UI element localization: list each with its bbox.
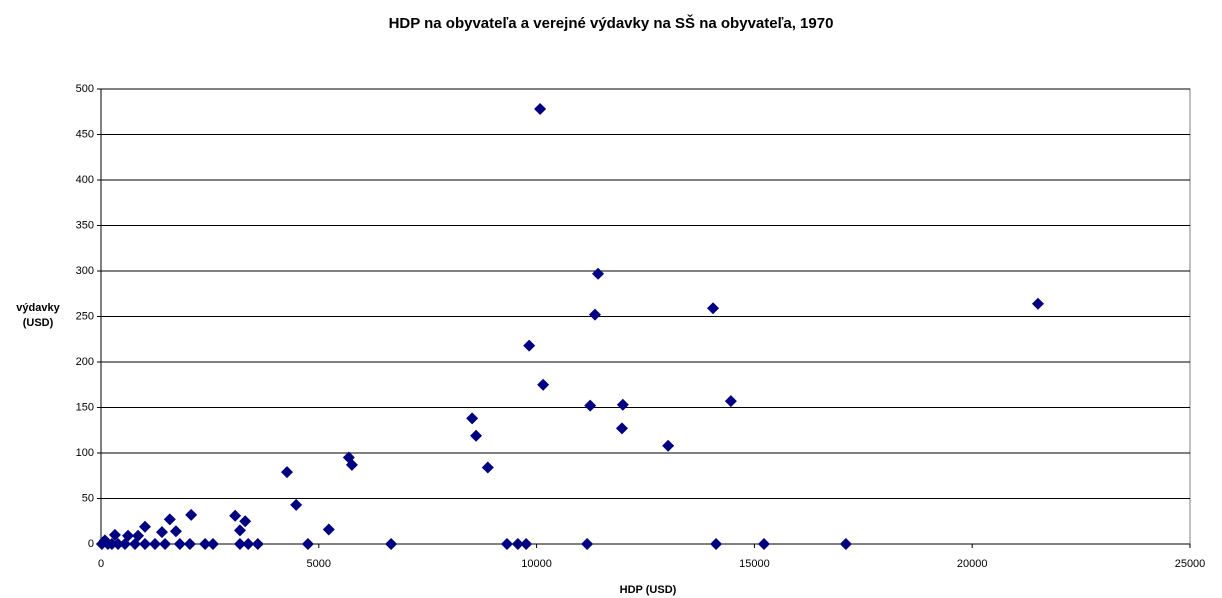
y-tick-label: 300 (76, 265, 94, 277)
y-tick-label: 500 (76, 83, 94, 95)
x-tick-label: 0 (98, 558, 104, 570)
point (301, 538, 314, 550)
point (707, 302, 720, 315)
point (511, 538, 524, 550)
y-tick-label: 250 (76, 310, 94, 322)
point (169, 525, 182, 538)
point (159, 538, 172, 550)
point (385, 538, 398, 550)
chart-title: HDP na obyvateľa a verejné výdavky na SŠ… (389, 14, 834, 32)
point (233, 538, 246, 550)
point (239, 515, 252, 528)
point (138, 520, 151, 533)
y-tick-label: 0 (88, 538, 94, 550)
point (839, 538, 852, 550)
y-tick-label: 400 (76, 174, 94, 186)
point (206, 538, 219, 550)
point (183, 538, 196, 550)
y-tick-label: 350 (76, 219, 94, 231)
x-axis-label: HDP (USD) (620, 584, 677, 596)
point (185, 508, 198, 521)
point (199, 538, 212, 550)
point (233, 524, 246, 537)
y-tick-label: 200 (76, 356, 94, 368)
y-tick-label: 100 (76, 447, 94, 459)
y-axis-label: výdavky (16, 302, 60, 314)
y-tick-label: 50 (82, 492, 94, 504)
point (523, 339, 536, 352)
point (111, 538, 124, 550)
point (710, 538, 723, 550)
point (466, 412, 479, 425)
point (290, 498, 303, 511)
point (592, 267, 605, 280)
point (470, 429, 483, 442)
point (724, 395, 737, 408)
point (149, 538, 162, 550)
point (481, 461, 494, 474)
point (128, 538, 141, 550)
y-tick-label: 450 (76, 128, 94, 140)
x-tick-label: 5000 (307, 558, 331, 570)
point (281, 466, 294, 479)
point (322, 523, 335, 536)
x-tick-label: 25000 (1175, 558, 1206, 570)
point (173, 538, 186, 550)
point (242, 538, 255, 550)
point (588, 308, 601, 321)
point (108, 528, 121, 541)
point (537, 378, 550, 391)
point (138, 538, 151, 550)
point (1031, 297, 1044, 310)
x-tick-label: 10000 (521, 558, 552, 570)
x-tick-label: 20000 (957, 558, 988, 570)
point (584, 399, 597, 412)
x-tick-label: 15000 (739, 558, 770, 570)
y-axis-label: (USD) (23, 317, 54, 329)
point (534, 103, 547, 116)
point (251, 538, 264, 550)
point (757, 538, 770, 550)
point (615, 422, 628, 435)
point (95, 538, 108, 550)
point (163, 513, 176, 526)
y-tick-label: 150 (76, 401, 94, 413)
point (520, 538, 533, 550)
point (616, 398, 629, 411)
point (345, 458, 358, 471)
point (662, 439, 675, 452)
point (155, 526, 168, 539)
point (229, 509, 242, 522)
point (105, 538, 118, 550)
point (500, 538, 513, 550)
point (581, 538, 594, 550)
point (118, 538, 131, 550)
